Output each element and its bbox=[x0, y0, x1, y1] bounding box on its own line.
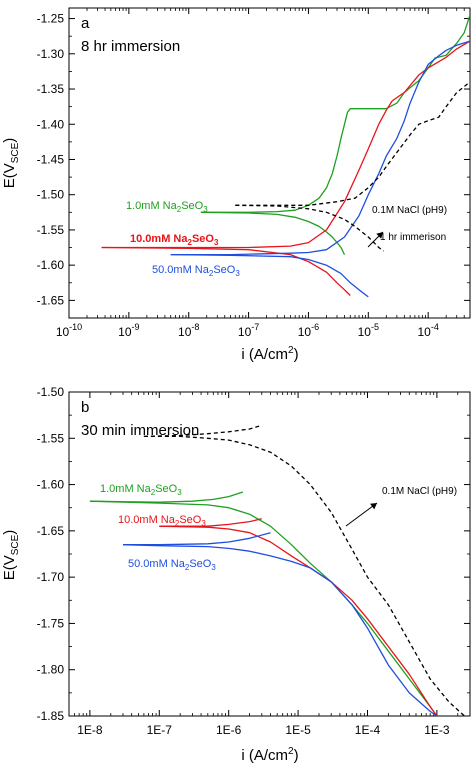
y-tick-label: -1.70 bbox=[37, 570, 65, 584]
panel-subtitle: 30 min immersion bbox=[81, 422, 199, 439]
immersion-annotation: 1 hr immerison bbox=[380, 232, 446, 243]
series-line-50-0mM-branch-1 bbox=[170, 253, 369, 298]
series-line-50-0mM-branch-0 bbox=[170, 40, 470, 256]
x-tick-label: 10-6 bbox=[298, 322, 319, 339]
x-tick-label: 1E-6 bbox=[216, 723, 242, 737]
panel-b-chart: 1E-8 1E-7 1E-6 1E-5 1E-4 1E-3 -1.85 -1.80 -1.75 -… bbox=[1, 385, 471, 764]
y-tick-label: -1.35 bbox=[37, 82, 65, 96]
series-label-10-0mM: 10.0mM Na2SeO3 bbox=[130, 233, 219, 247]
annotation-arrowhead bbox=[376, 232, 383, 239]
y-tick-label: -1.85 bbox=[37, 709, 65, 723]
series-line-1-0mM-branch-0 bbox=[200, 14, 470, 213]
series-line-10-0mM-branch-0 bbox=[159, 518, 262, 527]
y-tick-label: -1.55 bbox=[37, 431, 65, 445]
series-line-NaCl-branch-0 bbox=[143, 424, 262, 438]
y-tick-label: -1.60 bbox=[37, 258, 65, 272]
panel-letter: b bbox=[81, 399, 89, 416]
series-line-10-0mM-branch-0 bbox=[101, 40, 470, 249]
x-tick-label: 1E-5 bbox=[285, 723, 311, 737]
series-line-NaCl-branch-1 bbox=[235, 204, 384, 252]
y-tick-label: -1.60 bbox=[37, 478, 65, 492]
y-tick-label: -1.25 bbox=[37, 12, 65, 26]
nacl-annotation: 0.1M NaCl (pH9) bbox=[372, 205, 447, 216]
x-tick-label: 1E-8 bbox=[77, 723, 103, 737]
panel-letter: a bbox=[81, 15, 90, 32]
panel-a-chart: 10-10 10-9 10-8 10-7 10-6 10-5 10-4 -1.65 -1.60 -… bbox=[1, 7, 471, 363]
y-tick-label: -1.40 bbox=[37, 117, 65, 131]
annotation-arrow bbox=[345, 502, 378, 527]
y-axis-title: E(VSCE) bbox=[1, 138, 21, 189]
series-line-10-0mM-branch-1 bbox=[101, 246, 351, 296]
y-tick-label: -1.75 bbox=[37, 616, 65, 630]
panel-subtitle: 8 hr immersion bbox=[81, 38, 180, 55]
y-tick-label: -1.45 bbox=[37, 152, 65, 166]
plot-frame bbox=[68, 391, 471, 717]
plot-frame bbox=[68, 7, 471, 319]
series-label-50-0mM: 50.0mM Na2SeO3 bbox=[128, 558, 216, 572]
y-tick-label: -1.65 bbox=[37, 293, 65, 307]
series-line-1-0mM-branch-0 bbox=[89, 491, 244, 503]
x-tick-label: 10-4 bbox=[417, 322, 438, 339]
x-axis-title: i (A/cm2) bbox=[241, 746, 298, 764]
series-line-NaCl-branch-0 bbox=[235, 81, 470, 206]
y-tick-label: -1.55 bbox=[37, 223, 65, 237]
x-tick-label: 10-9 bbox=[118, 322, 139, 339]
series-line-1-0mM-branch-1 bbox=[200, 211, 346, 255]
y-tick-label: -1.50 bbox=[37, 188, 65, 202]
series-label-50-0mM: 50.0mM Na2SeO3 bbox=[152, 264, 240, 278]
series-label-1-0mM: 1.0mM Na2SeO3 bbox=[126, 200, 208, 214]
x-tick-label: 10-7 bbox=[238, 322, 259, 339]
annotation-arrowhead bbox=[370, 503, 377, 510]
x-tick-label: 1E-4 bbox=[355, 723, 381, 737]
y-axis-title: E(VSCE) bbox=[1, 530, 21, 581]
y-tick-label: -1.50 bbox=[37, 385, 65, 399]
series-line-50-0mM-branch-0 bbox=[123, 532, 271, 546]
x-axis-title: i (A/cm2) bbox=[241, 345, 298, 363]
y-tick-label: -1.80 bbox=[37, 663, 65, 677]
series-label-10-0mM: 10.0mM Na2SeO3 bbox=[118, 514, 206, 528]
x-tick-label: 10-8 bbox=[178, 322, 199, 339]
x-tick-label: 10-10 bbox=[56, 322, 82, 339]
series-line-NaCl-branch-1 bbox=[143, 435, 465, 716]
x-tick-label: 10-5 bbox=[358, 322, 379, 339]
series-line-50-0mM-branch-1 bbox=[122, 544, 438, 716]
y-tick-label: -1.65 bbox=[37, 524, 65, 538]
nacl-annotation: 0.1M NaCl (pH9) bbox=[382, 486, 457, 497]
x-tick-label: 1E-7 bbox=[147, 723, 173, 737]
series-line-10-0mM-branch-1 bbox=[159, 525, 438, 716]
series-group bbox=[101, 14, 470, 298]
y-tick-label: -1.30 bbox=[37, 47, 65, 61]
series-label-1-0mM: 1.0mM Na2SeO3 bbox=[100, 483, 182, 497]
x-tick-label: 1E-3 bbox=[424, 723, 450, 737]
series-line-1-0mM-branch-1 bbox=[89, 500, 438, 716]
series-group bbox=[89, 424, 465, 716]
